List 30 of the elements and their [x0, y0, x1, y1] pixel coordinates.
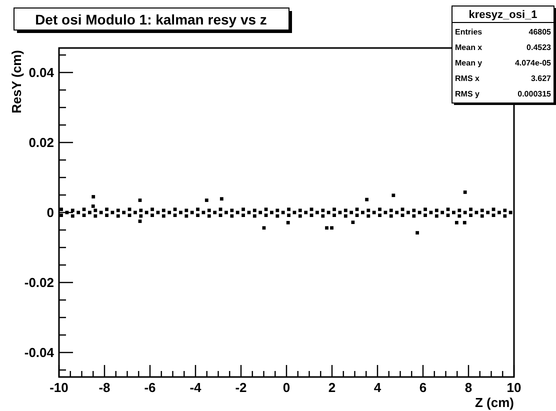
text: 0.4523 [526, 43, 552, 52]
x-tick-label: 0 [282, 380, 290, 395]
text: Entries [455, 28, 483, 36]
y-tick-label: -0.04 [24, 345, 55, 360]
x-tick-label: -4 [190, 380, 202, 395]
annotation: Mean y [455, 58, 483, 68]
x-tick-label: -6 [144, 380, 156, 395]
x-tick-label: 4 [374, 380, 382, 395]
x-tick-label: -10 [50, 380, 68, 395]
text: 4.074e-05 [514, 58, 552, 68]
text: 46805 [528, 28, 552, 36]
annotation: Mean x [455, 43, 483, 52]
x-tick-label: 6 [419, 380, 427, 395]
x-axis-title: Z (cm) [475, 395, 514, 410]
text: 0.000315 [518, 90, 552, 98]
y-tick-label: 0.02 [28, 135, 54, 150]
chart-title: Det osi Modulo 1: kalman resy vs z [35, 12, 267, 28]
text: kresyz_osi_1 [468, 9, 538, 21]
x-tick-label: 10 [506, 380, 522, 395]
x-tick-label: -2 [235, 380, 247, 395]
y-axis-title: ResY (cm) [9, 50, 24, 114]
x-tick-label: 2 [328, 380, 336, 395]
annotation: RMS y [455, 90, 480, 98]
x-tick-label: -8 [98, 380, 110, 395]
y-tick-label: 0.04 [28, 65, 55, 80]
y-tick-label: 0 [46, 205, 54, 220]
x-tick-label: 8 [464, 380, 472, 395]
y-tick-label: -0.02 [24, 275, 54, 290]
annotation: RMS x [455, 74, 480, 83]
text: 3.627 [530, 74, 552, 83]
